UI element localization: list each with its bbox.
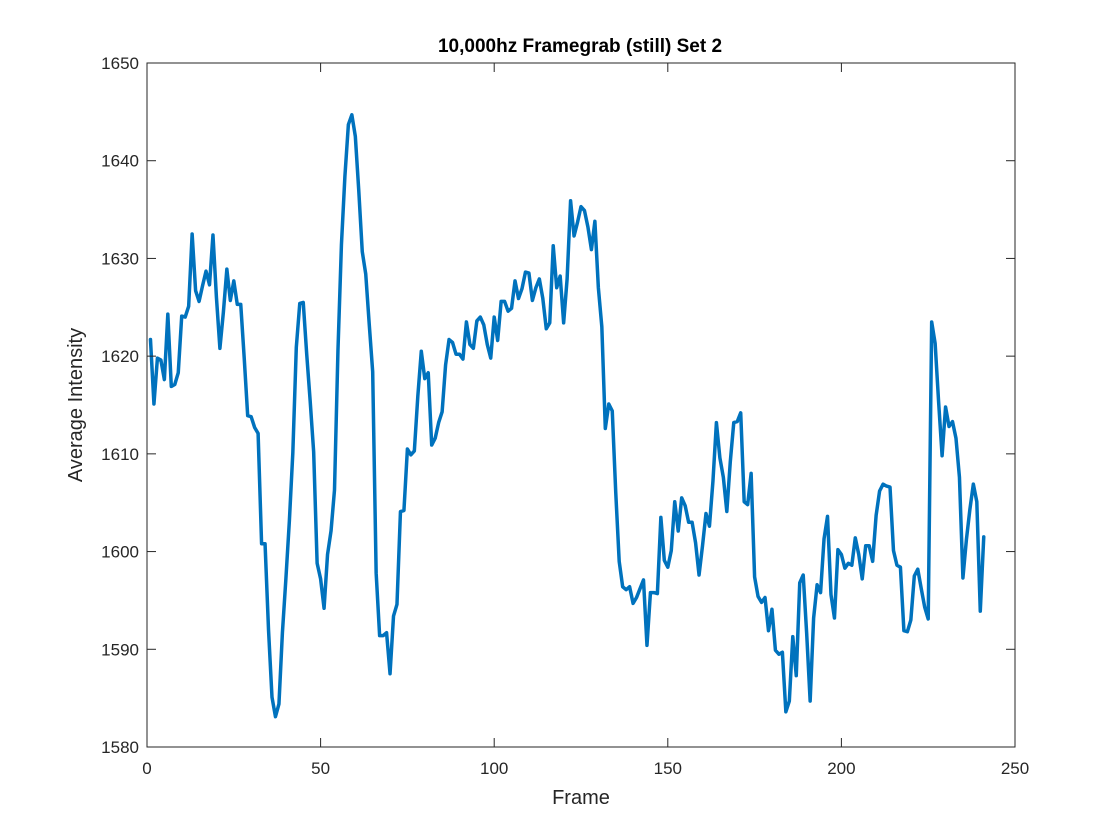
y-tick-label: 1610 xyxy=(101,445,139,464)
y-tick-label: 1590 xyxy=(101,640,139,659)
y-tick-label: 1640 xyxy=(101,152,139,171)
x-tick-label: 150 xyxy=(654,759,682,778)
y-tick-label: 1650 xyxy=(101,54,139,73)
x-tick-label: 100 xyxy=(480,759,508,778)
x-tick-label: 250 xyxy=(1001,759,1029,778)
x-axis: 0 50 100 150 200 250 xyxy=(142,63,1029,778)
series-line xyxy=(148,113,986,719)
series-layer xyxy=(148,113,986,719)
plot-area xyxy=(147,63,1015,747)
axes-box xyxy=(146,62,1016,748)
x-tick-label: 0 xyxy=(142,759,151,778)
y-tick-label: 1580 xyxy=(101,738,139,757)
x-tick-label: 50 xyxy=(311,759,330,778)
x-tick-label: 200 xyxy=(827,759,855,778)
y-axis: 1580 1590 1600 1610 1620 1630 1640 1650 xyxy=(101,54,1015,757)
x-axis-label: Frame xyxy=(552,787,610,809)
y-tick-label: 1600 xyxy=(101,543,139,562)
y-tick-label: 1620 xyxy=(101,347,139,366)
y-axis-label: Average Intensity xyxy=(65,328,87,482)
y-tick-label: 1630 xyxy=(101,249,139,268)
chart-title: 10,000hz Framegrab (still) Set 2 xyxy=(438,36,722,57)
